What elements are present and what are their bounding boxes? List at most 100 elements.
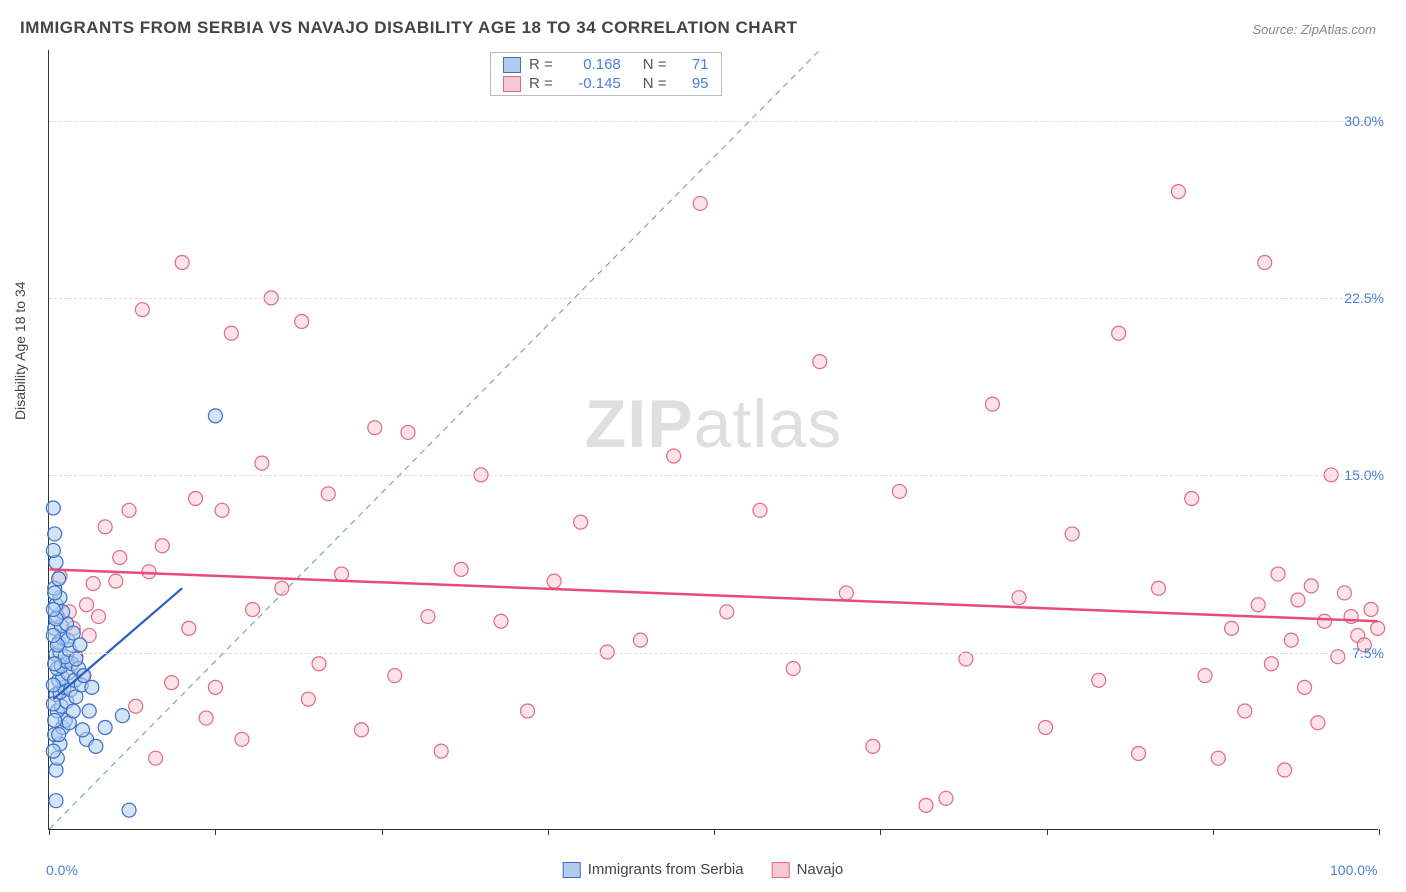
- y-tick-label: 15.0%: [1344, 467, 1384, 483]
- data-point: [368, 421, 382, 435]
- data-point: [1151, 581, 1165, 595]
- data-point: [667, 449, 681, 463]
- series-legend: Immigrants from Serbia Navajo: [563, 861, 844, 878]
- n-label: N =: [643, 56, 667, 73]
- r-value-navajo: -0.145: [565, 75, 621, 92]
- n-value-serbia: 71: [679, 56, 709, 73]
- data-point: [959, 652, 973, 666]
- data-point: [182, 621, 196, 635]
- data-point: [813, 355, 827, 369]
- gridline-h: [49, 121, 1378, 122]
- n-label: N =: [643, 75, 667, 92]
- data-point: [866, 739, 880, 753]
- data-point: [1132, 746, 1146, 760]
- data-point: [98, 721, 112, 735]
- data-point: [85, 680, 99, 694]
- data-point: [46, 628, 60, 642]
- source-attribution: Source: ZipAtlas.com: [1252, 22, 1376, 37]
- data-point: [434, 744, 448, 758]
- data-point: [1112, 326, 1126, 340]
- data-point: [224, 326, 238, 340]
- data-point: [129, 699, 143, 713]
- swatch-navajo-bottom: [772, 862, 790, 878]
- data-point: [1238, 704, 1252, 718]
- data-point: [52, 572, 66, 586]
- data-point: [1284, 633, 1298, 647]
- x-tick: [1379, 829, 1380, 835]
- data-point: [188, 492, 202, 506]
- data-point: [1225, 621, 1239, 635]
- data-point: [98, 520, 112, 534]
- data-point: [48, 713, 62, 727]
- data-point: [46, 543, 60, 557]
- data-point: [275, 581, 289, 595]
- data-point: [454, 562, 468, 576]
- data-point: [1211, 751, 1225, 765]
- data-point: [208, 680, 222, 694]
- data-point: [122, 803, 136, 817]
- source-prefix: Source:: [1252, 22, 1300, 37]
- data-point: [48, 586, 62, 600]
- data-point: [46, 678, 60, 692]
- gridline-h: [49, 475, 1378, 476]
- data-point: [235, 732, 249, 746]
- legend-item-navajo: Navajo: [772, 861, 844, 878]
- y-tick-label: 30.0%: [1344, 113, 1384, 129]
- data-point: [985, 397, 999, 411]
- data-point: [401, 425, 415, 439]
- data-point: [49, 794, 63, 808]
- source-name: ZipAtlas.com: [1301, 22, 1376, 37]
- data-point: [1364, 602, 1378, 616]
- x-tick: [548, 829, 549, 835]
- swatch-serbia-bottom: [563, 862, 581, 878]
- data-point: [48, 527, 62, 541]
- x-tick: [49, 829, 50, 835]
- y-tick-label: 22.5%: [1344, 290, 1384, 306]
- data-point: [215, 503, 229, 517]
- x-tick: [215, 829, 216, 835]
- data-point: [547, 574, 561, 588]
- data-point: [753, 503, 767, 517]
- data-point: [301, 692, 315, 706]
- data-point: [1371, 621, 1385, 635]
- data-point: [1198, 669, 1212, 683]
- data-point: [92, 610, 106, 624]
- r-label: R =: [529, 56, 553, 73]
- data-point: [839, 586, 853, 600]
- r-value-serbia: 0.168: [565, 56, 621, 73]
- data-point: [574, 515, 588, 529]
- data-point: [720, 605, 734, 619]
- data-point: [142, 565, 156, 579]
- data-point: [1291, 593, 1305, 607]
- data-point: [46, 744, 60, 758]
- r-label: R =: [529, 75, 553, 92]
- x-tick-100: 100.0%: [1330, 862, 1377, 878]
- chart-svg: [49, 50, 1378, 829]
- data-point: [355, 723, 369, 737]
- y-tick-label: 7.5%: [1352, 645, 1384, 661]
- data-point: [919, 798, 933, 812]
- legend-label-navajo: Navajo: [797, 861, 844, 878]
- correlation-legend: R = 0.168 N = 71 R = -0.145 N = 95: [490, 52, 722, 96]
- swatch-serbia: [503, 57, 521, 73]
- data-point: [295, 314, 309, 328]
- gridline-h: [49, 653, 1378, 654]
- data-point: [1251, 598, 1265, 612]
- legend-row-navajo: R = -0.145 N = 95: [491, 74, 721, 93]
- x-tick: [1047, 829, 1048, 835]
- data-point: [521, 704, 535, 718]
- data-point: [1318, 614, 1332, 628]
- x-tick: [1213, 829, 1214, 835]
- data-point: [82, 704, 96, 718]
- data-point: [312, 657, 326, 671]
- data-point: [48, 657, 62, 671]
- data-point: [165, 676, 179, 690]
- data-point: [1185, 492, 1199, 506]
- data-point: [892, 484, 906, 498]
- x-tick: [880, 829, 881, 835]
- chart-title: IMMIGRANTS FROM SERBIA VS NAVAJO DISABIL…: [20, 18, 798, 38]
- data-point: [1264, 657, 1278, 671]
- data-point: [113, 551, 127, 565]
- y-axis-label: Disability Age 18 to 34: [12, 281, 28, 420]
- data-point: [208, 409, 222, 423]
